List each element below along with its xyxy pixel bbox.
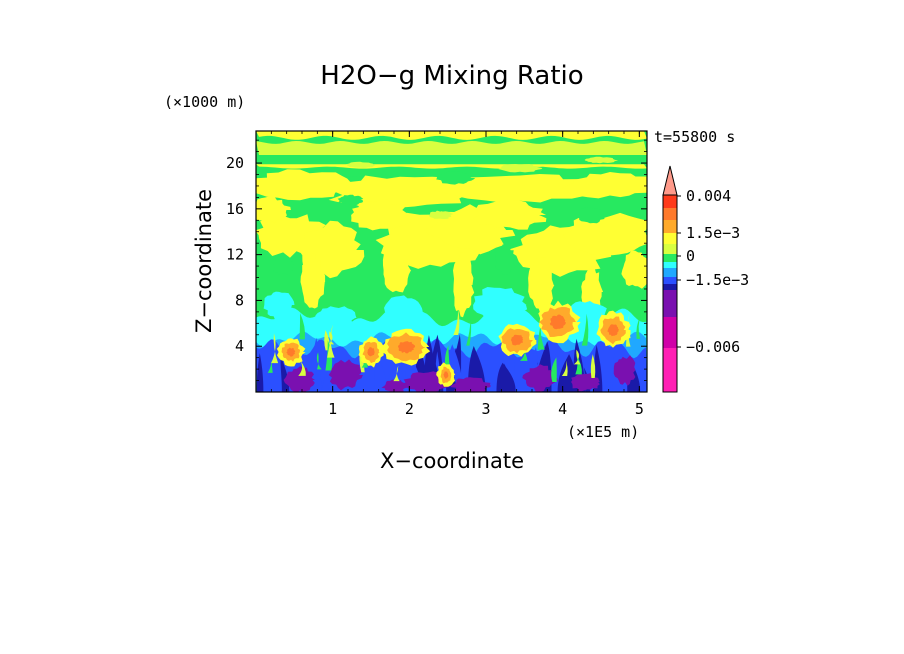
time-label: t=55800 s xyxy=(654,128,735,146)
y-tick-label: 8 xyxy=(235,291,244,309)
x-axis-label: X−coordinate xyxy=(380,449,524,473)
y-tick-label: 12 xyxy=(226,246,244,264)
colorbar-frame xyxy=(662,194,678,393)
colorbar-tick-label: −0.006 xyxy=(686,338,740,356)
x-tick-label: 4 xyxy=(558,400,567,418)
colorbar-segment xyxy=(663,233,677,244)
colorbar-segment xyxy=(663,254,677,262)
colorbar-segment xyxy=(663,262,677,268)
colorbar-extend-triangle xyxy=(662,165,678,196)
x-unit-label: (×1E5 m) xyxy=(567,423,639,441)
colorbar-segment xyxy=(663,220,677,233)
x-tick-label: 1 xyxy=(328,400,337,418)
colorbar-tick-label: 0 xyxy=(686,247,695,265)
x-tick-label: 2 xyxy=(405,400,414,418)
colorbar-segment xyxy=(663,195,677,208)
colorbar-segment xyxy=(663,268,677,277)
x-tick-label: 5 xyxy=(635,400,644,418)
colorbar-tick-label: 1.5e−3 xyxy=(686,224,740,242)
plot-area xyxy=(255,130,648,393)
y-tick-label: 16 xyxy=(226,200,244,218)
y-tick-label: 20 xyxy=(226,154,244,172)
colorbar-segment xyxy=(663,244,677,254)
y-tick-label: 4 xyxy=(235,337,244,355)
colorbar-tick-label: −1.5e−3 xyxy=(686,271,749,289)
colorbar-segment xyxy=(663,208,677,220)
colorbar-segment xyxy=(663,290,677,317)
colorbar-segment xyxy=(663,317,677,348)
chart-title: H2O−g Mixing Ratio xyxy=(320,61,583,91)
contour-field xyxy=(256,131,647,392)
colorbar-segment xyxy=(663,277,677,284)
colorbar-segment xyxy=(663,284,677,290)
y-axis-label: Z−coordinate xyxy=(192,189,216,333)
x-tick-label: 3 xyxy=(481,400,490,418)
colorbar-segment xyxy=(663,348,677,392)
plot-frame xyxy=(255,130,648,393)
y-axis: 4 8 12 16 20 xyxy=(226,139,647,381)
y-unit-label: (×1000 m) xyxy=(164,93,245,111)
colorbar: 0.004 1.5e−3 0 −1.5e−3 −0.006 xyxy=(662,165,749,393)
colorbar-tick-label: 0.004 xyxy=(686,187,731,205)
x-axis: 1 2 3 4 5 xyxy=(270,131,644,418)
